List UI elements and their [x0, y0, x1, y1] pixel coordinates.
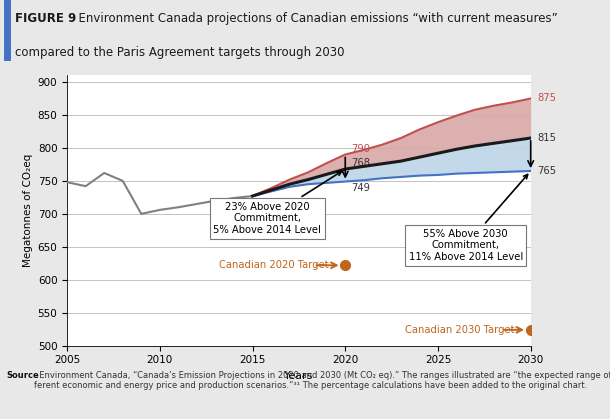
Text: 749: 749	[351, 183, 370, 193]
Text: 790: 790	[351, 144, 370, 154]
Text: 815: 815	[537, 133, 556, 143]
Text: Canadian 2020 Target: Canadian 2020 Target	[219, 260, 329, 270]
Text: Environment Canada, “Canada’s Emission Projections in 2020 and 2030 (Mt CO₂ eq).: Environment Canada, “Canada’s Emission P…	[34, 371, 610, 390]
Y-axis label: Megatonnes of CO₂eq: Megatonnes of CO₂eq	[23, 154, 34, 267]
Text: 55% Above 2030
Commitment,
11% Above 2014 Level: 55% Above 2030 Commitment, 11% Above 201…	[409, 174, 528, 262]
Text: compared to the Paris Agreement targets through 2030: compared to the Paris Agreement targets …	[15, 46, 345, 59]
Text: 765: 765	[537, 166, 556, 176]
X-axis label: Years: Years	[284, 371, 314, 381]
Text: 768: 768	[351, 158, 370, 168]
Text: 875: 875	[537, 93, 556, 103]
Text: Canadian 2030 Target: Canadian 2030 Target	[404, 325, 514, 335]
Text: 23% Above 2020
Commitment,
5% Above 2014 Level: 23% Above 2020 Commitment, 5% Above 2014…	[214, 171, 342, 235]
Text: Source: Source	[6, 371, 39, 380]
Text: FIGURE 9: FIGURE 9	[15, 12, 76, 25]
Text: Environment Canada projections of Canadian emissions “with current measures”: Environment Canada projections of Canadi…	[71, 12, 558, 25]
